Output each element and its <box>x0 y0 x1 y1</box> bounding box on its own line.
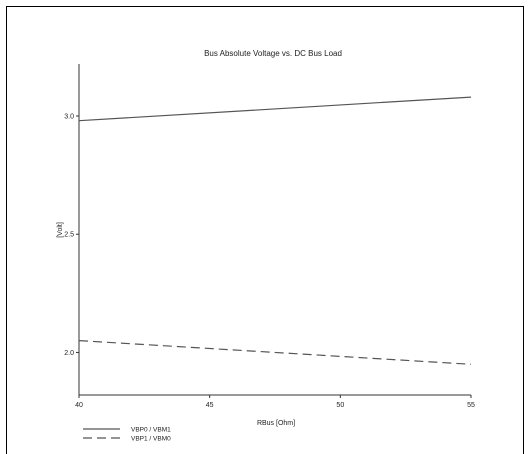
x-axis-label: RBus [Ohm] <box>257 420 295 427</box>
chart-frame <box>6 6 524 454</box>
chart-title: Bus Absolute Voltage vs. DC Bus Load <box>204 49 342 58</box>
legend: VBP0 / VBM1 VBP1 / VBM0 <box>83 427 171 443</box>
y-ticks: 2.0 2.5 3.0 <box>64 114 79 357</box>
x-tick-label: 50 <box>336 402 344 409</box>
series-line-1 <box>78 96 472 122</box>
y-axis-label: [Volt] <box>57 222 64 238</box>
series-line-2 <box>78 340 472 365</box>
series-lines <box>78 96 472 365</box>
y-tick-label: 2.0 <box>64 350 74 357</box>
y-tick-label: 3.0 <box>64 114 74 121</box>
legend-label-1: VBP0 / VBM1 <box>131 427 171 434</box>
x-ticks: 40 45 50 55 <box>75 395 475 409</box>
y-tick-label: 2.5 <box>64 232 74 239</box>
legend-label-2: VBP1 / VBM0 <box>131 436 171 443</box>
x-tick-label: 55 <box>467 402 475 409</box>
x-tick-label: 45 <box>206 402 214 409</box>
axes <box>78 64 471 396</box>
x-tick-label: 40 <box>75 402 83 409</box>
